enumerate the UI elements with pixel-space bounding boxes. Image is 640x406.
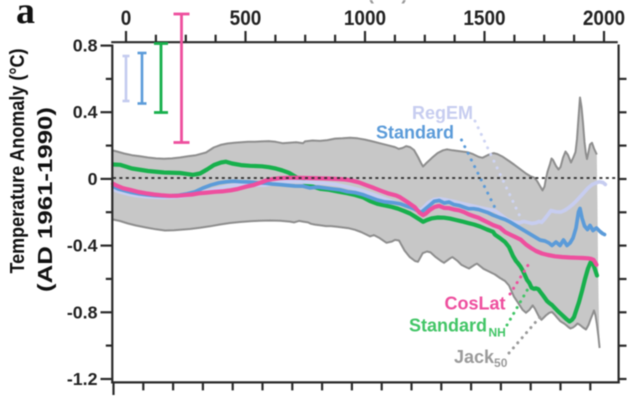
svg-text:2000: 2000 [583, 7, 625, 30]
svg-text:0: 0 [88, 169, 98, 189]
svg-text:Standard: Standard [376, 123, 454, 143]
svg-text:500: 500 [230, 7, 262, 30]
svg-text:RegEM: RegEM [412, 103, 473, 123]
svg-text:0: 0 [121, 7, 132, 30]
svg-text:a: a [16, 0, 35, 32]
svg-text:-0.8: -0.8 [67, 302, 98, 322]
svg-text:-1.2: -1.2 [67, 369, 98, 389]
svg-text:Year (AD): Year (AD) [322, 0, 408, 5]
svg-text:(AD 1961-1990): (AD 1961-1990) [34, 107, 57, 292]
svg-text:1000: 1000 [344, 7, 386, 30]
svg-text:Temperature Anomaly (°C): Temperature Anomaly (°C) [6, 49, 29, 274]
svg-text:CosLat: CosLat [445, 294, 506, 314]
svg-text:1500: 1500 [463, 7, 505, 30]
svg-text:0.8: 0.8 [73, 36, 98, 56]
svg-text:Jack50: Jack50 [454, 347, 508, 370]
svg-text:0.4: 0.4 [73, 102, 98, 122]
svg-text:-0.4: -0.4 [67, 236, 98, 256]
